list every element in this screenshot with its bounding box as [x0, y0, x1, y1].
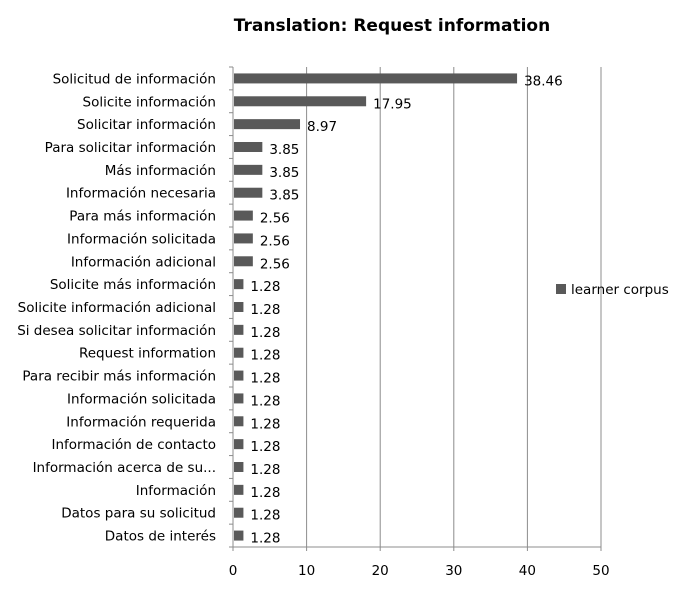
bar	[234, 302, 244, 312]
value-label: 8.97	[307, 119, 337, 135]
bar	[234, 370, 244, 381]
value-label: 3.85	[269, 188, 299, 204]
value-label: 1.28	[250, 531, 280, 547]
value-label: 2.56	[260, 256, 290, 272]
bar	[234, 507, 244, 518]
bar	[234, 256, 253, 267]
value-label: 1.28	[250, 348, 280, 364]
bar	[234, 210, 253, 221]
category-label: Más información	[105, 163, 216, 179]
x-tick-label: 40	[519, 563, 536, 579]
bar	[234, 142, 263, 152]
value-label: 38.46	[524, 73, 563, 89]
category-label: Información solicitada	[67, 231, 216, 247]
category-label: Para más información	[69, 209, 216, 225]
value-label: 1.28	[250, 302, 280, 318]
bar	[234, 119, 301, 130]
bar	[234, 96, 367, 107]
category-label: Información requerida	[66, 414, 216, 430]
category-label: Información	[136, 483, 216, 499]
x-tick-label: 20	[372, 563, 389, 579]
category-label: Información solicitada	[67, 391, 216, 407]
value-label: 2.56	[260, 211, 290, 227]
category-label: Request information	[79, 346, 216, 362]
value-label: 1.28	[250, 485, 280, 501]
category-label: Solicitud de información	[53, 71, 216, 87]
category-label: Si desea solicitar información	[17, 323, 216, 339]
category-label: Solicite información	[83, 94, 216, 110]
bar	[234, 324, 244, 335]
value-label: 1.28	[250, 416, 280, 432]
legend: learner corpus	[556, 282, 669, 298]
value-label: 1.28	[250, 393, 280, 409]
value-label: 1.28	[250, 371, 280, 387]
value-label: 2.56	[260, 233, 290, 249]
category-label: Datos de interés	[105, 529, 216, 545]
legend-label: learner corpus	[571, 282, 669, 298]
bar	[234, 462, 244, 472]
value-label: 1.28	[250, 508, 280, 524]
category-label: Datos para su solicitud	[61, 506, 216, 522]
value-label: 1.28	[250, 279, 280, 295]
value-label: 1.28	[250, 439, 280, 455]
x-tick-label: 50	[592, 563, 609, 579]
legend-swatch	[556, 284, 566, 294]
category-labels: Solicitud de información Solicite informa…	[17, 71, 216, 544]
value-label: 1.28	[250, 325, 280, 341]
bar	[234, 530, 244, 541]
bar	[234, 233, 253, 244]
bar	[234, 187, 263, 198]
category-label: Información acerca de su...	[33, 460, 216, 476]
x-axis-ticks: 0 10 20 30 40 50	[229, 563, 610, 579]
category-label: Solicite información adicional	[18, 300, 216, 316]
category-label: Para solicitar información	[45, 140, 216, 156]
category-label: Solicitar información	[77, 117, 216, 133]
category-label: Solicite más información	[50, 277, 216, 293]
x-tick-label: 30	[445, 563, 462, 579]
bar	[234, 347, 244, 358]
category-label: Para recibir más información	[22, 369, 216, 385]
bar	[234, 393, 244, 404]
value-labels: 38.46 17.95 8.97 3.85 3.85 3.85 2.56 2.56 2.56 1.…	[250, 73, 562, 546]
bar	[234, 439, 244, 450]
bar	[234, 279, 244, 290]
bar	[234, 73, 518, 84]
value-label: 3.85	[269, 165, 299, 181]
category-label: Información adicional	[71, 254, 216, 270]
x-tick-label: 0	[229, 563, 238, 579]
category-label: Información de contacto	[51, 437, 216, 453]
value-label: 17.95	[373, 96, 412, 112]
bars	[234, 73, 518, 541]
bar	[234, 416, 244, 427]
x-tick-label: 10	[298, 563, 315, 579]
value-label: 3.85	[269, 142, 299, 158]
category-label: Información necesaria	[66, 186, 216, 202]
bar	[234, 484, 244, 495]
grid-lines	[229, 66, 602, 551]
chart-title: Translation: Request information	[234, 16, 550, 36]
bar	[234, 164, 263, 175]
value-label: 1.28	[250, 462, 280, 478]
